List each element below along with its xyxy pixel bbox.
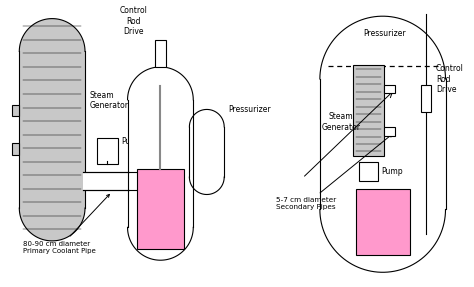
Bar [356, 189, 410, 255]
Circle shape [190, 160, 224, 195]
Text: Control
Rod
Drive: Control Rod Drive [119, 6, 147, 36]
Bar [383, 85, 395, 94]
Text: Control
Rod
Drive: Control Rod Drive [436, 64, 464, 94]
Bar [83, 172, 129, 190]
Text: Pressurizer: Pressurizer [363, 29, 406, 38]
Text: Pump: Pump [382, 167, 403, 176]
Circle shape [320, 147, 446, 272]
Bar [358, 162, 378, 181]
Text: Core: Core [150, 205, 171, 214]
Bar [137, 169, 183, 249]
Bar [320, 79, 446, 210]
Bar [19, 51, 85, 208]
Circle shape [19, 19, 85, 84]
Text: 80-90 cm diameter
Primary Coolant Pipe: 80-90 cm diameter Primary Coolant Pipe [23, 194, 109, 254]
Bar [155, 40, 166, 67]
Bar [11, 143, 19, 155]
Circle shape [128, 195, 193, 260]
Circle shape [19, 175, 85, 241]
Bar [421, 85, 431, 112]
Bar [128, 100, 193, 227]
Bar [353, 65, 383, 156]
Circle shape [190, 109, 224, 144]
Text: Steam
Generator: Steam Generator [90, 91, 129, 110]
Text: Pressurizer: Pressurizer [228, 105, 271, 114]
Circle shape [320, 16, 446, 142]
Text: Pump: Pump [121, 137, 142, 146]
Bar [11, 105, 19, 116]
Bar [97, 138, 118, 164]
Bar [83, 172, 141, 190]
Bar [190, 127, 224, 177]
Text: Core: Core [372, 218, 393, 226]
Circle shape [128, 67, 193, 133]
Bar [383, 127, 395, 136]
Text: Steam
Generator: Steam Generator [322, 112, 361, 132]
Text: 5-7 cm diameter
Secondary Pipes: 5-7 cm diameter Secondary Pipes [276, 134, 392, 210]
